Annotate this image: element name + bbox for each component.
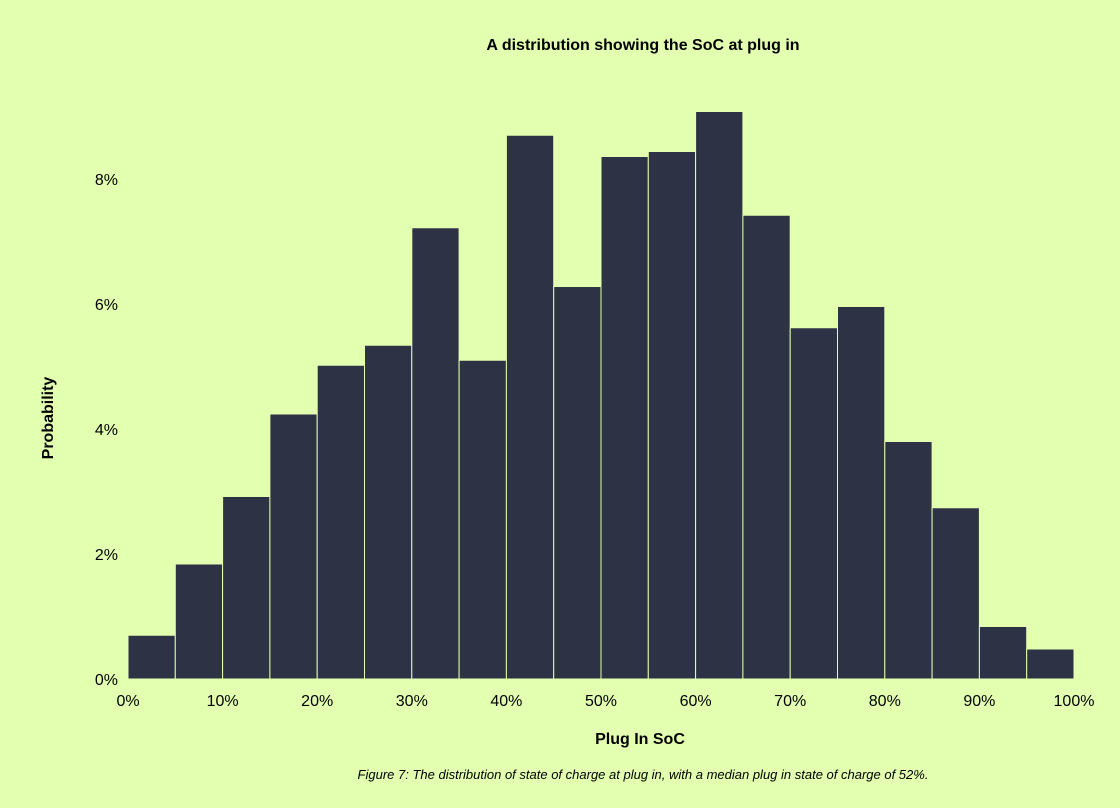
chart-title: A distribution showing the SoC at plug i…: [486, 37, 799, 54]
histogram-bar-14: [789, 327, 839, 680]
x-tick-label: 60%: [680, 693, 712, 710]
x-tick-label: 100%: [1054, 693, 1095, 710]
histogram-bar-2: [222, 496, 271, 680]
histogram-bar-15: [837, 306, 886, 680]
histogram-bar-3: [269, 413, 318, 680]
figure-caption: Figure 7: The distribution of state of c…: [358, 767, 929, 782]
y-tick-label: 8%: [95, 172, 118, 189]
y-tick-label: 0%: [95, 672, 118, 689]
histogram-bar-18: [978, 626, 1028, 680]
histogram-bar-0: [127, 634, 176, 680]
y-tick-label: 6%: [95, 297, 118, 314]
histogram-bar-17: [931, 507, 980, 680]
histogram-bar-10: [600, 156, 649, 680]
y-tick-label: 2%: [95, 547, 118, 564]
x-tick-label: 20%: [301, 693, 333, 710]
y-tick-labels: 0% 2% 4% 6% 8%: [95, 172, 118, 689]
x-axis-label: Plug In SoC: [595, 731, 685, 748]
x-tick-label: 80%: [869, 693, 901, 710]
histogram-bar-9: [553, 286, 602, 680]
histogram-bar-13: [742, 214, 791, 680]
histogram-bar-5: [364, 344, 413, 680]
histogram-bar-19: [1026, 648, 1075, 680]
bars-group: [127, 111, 1075, 680]
histogram-bar-8: [505, 134, 555, 680]
x-tick-label: 70%: [774, 693, 806, 710]
x-tick-label: 40%: [490, 693, 522, 710]
y-tick-label: 4%: [95, 422, 118, 439]
y-axis-label: Probability: [40, 377, 57, 460]
x-tick-label: 10%: [207, 693, 239, 710]
histogram-bar-12: [695, 111, 744, 680]
histogram-bar-16: [884, 441, 933, 680]
x-tick-labels: 0% 10% 20% 30% 40% 50% 60% 70% 80% 90% 100%: [116, 693, 1094, 710]
histogram-bar-1: [174, 563, 224, 680]
x-tick-label: 50%: [585, 693, 617, 710]
histogram-bar-11: [647, 151, 697, 680]
histogram-bar-7: [458, 359, 507, 680]
x-tick-label: 30%: [396, 693, 428, 710]
histogram-bar-4: [316, 364, 366, 680]
histogram-bar-6: [411, 227, 460, 680]
x-tick-label: 90%: [963, 693, 995, 710]
x-tick-label: 0%: [116, 693, 139, 710]
